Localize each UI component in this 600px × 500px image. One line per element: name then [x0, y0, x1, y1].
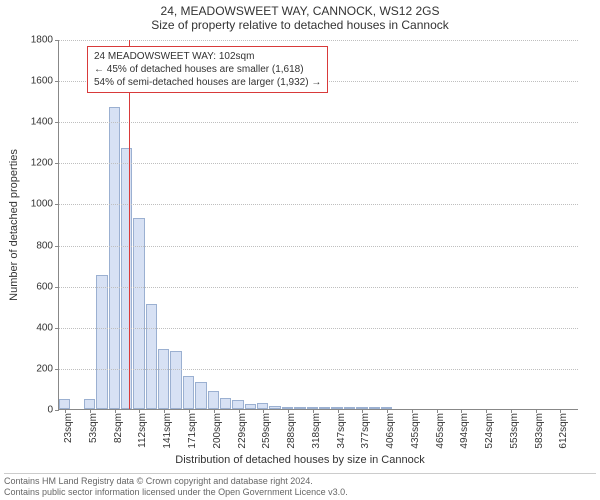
ytick-mark	[55, 410, 59, 411]
histogram-bar	[369, 407, 380, 409]
plot-area: 02004006008001000120014001600180023sqm53…	[58, 40, 578, 410]
xtick-label: 406sqm	[385, 413, 396, 449]
ytick-mark	[55, 328, 59, 329]
xtick-label: 53sqm	[88, 413, 99, 443]
xtick-label: 347sqm	[336, 413, 347, 449]
xtick-label: 612sqm	[558, 413, 569, 449]
histogram-bar	[96, 275, 107, 409]
gridline-h	[59, 369, 578, 370]
ytick-label: 1600	[31, 76, 53, 87]
ytick-mark	[55, 163, 59, 164]
x-axis-label: Distribution of detached houses by size …	[0, 454, 600, 466]
xtick-label: 200sqm	[212, 413, 223, 449]
marker-line	[129, 40, 130, 409]
title-sub: Size of property relative to detached ho…	[0, 18, 600, 34]
xtick-label: 494sqm	[459, 413, 470, 449]
ytick-label: 1000	[31, 199, 53, 210]
xtick-label: 465sqm	[435, 413, 446, 449]
ytick-label: 600	[36, 281, 53, 292]
xtick-label: 583sqm	[534, 413, 545, 449]
xtick-label: 112sqm	[137, 413, 148, 448]
chart-container: 24, MEADOWSWEET WAY, CANNOCK, WS12 2GS S…	[0, 0, 600, 500]
histogram-bar	[245, 404, 256, 409]
xtick-label: 524sqm	[484, 413, 495, 449]
histogram-bar	[195, 382, 206, 409]
footer-line-1: Contains HM Land Registry data © Crown c…	[4, 476, 596, 487]
ytick-mark	[55, 81, 59, 82]
ytick-label: 0	[47, 405, 53, 416]
gridline-h	[59, 40, 578, 41]
xtick-label: 171sqm	[187, 413, 198, 449]
ytick-mark	[55, 246, 59, 247]
ytick-mark	[55, 369, 59, 370]
gridline-h	[59, 246, 578, 247]
annotation-line: 24 MEADOWSWEET WAY: 102sqm	[94, 50, 321, 63]
histogram-bar	[59, 399, 70, 409]
ytick-label: 1200	[31, 158, 53, 169]
xtick-label: 377sqm	[360, 413, 371, 449]
ytick-mark	[55, 204, 59, 205]
ytick-mark	[55, 287, 59, 288]
xtick-label: 259sqm	[261, 413, 272, 449]
ytick-mark	[55, 40, 59, 41]
histogram-bar	[158, 349, 169, 409]
gridline-h	[59, 328, 578, 329]
histogram-bar	[344, 407, 355, 409]
gridline-h	[59, 163, 578, 164]
y-axis-label: Number of detached properties	[8, 149, 20, 301]
footer: Contains HM Land Registry data © Crown c…	[4, 473, 596, 498]
annotation-line: 54% of semi-detached houses are larger (…	[94, 76, 321, 89]
xtick-label: 318sqm	[311, 413, 322, 449]
histogram-bar	[170, 351, 181, 409]
footer-line-2: Contains public sector information licen…	[4, 487, 596, 498]
xtick-label: 229sqm	[237, 413, 248, 449]
ytick-label: 1400	[31, 117, 53, 128]
histogram-bar	[183, 376, 194, 409]
bars-layer	[59, 40, 578, 409]
annotation-line: ← 45% of detached houses are smaller (1,…	[94, 63, 321, 76]
histogram-bar	[109, 107, 120, 409]
ytick-label: 1800	[31, 35, 53, 46]
histogram-bar	[319, 407, 330, 409]
xtick-label: 141sqm	[162, 413, 173, 449]
histogram-bar	[232, 400, 243, 409]
title-main: 24, MEADOWSWEET WAY, CANNOCK, WS12 2GS	[0, 0, 600, 18]
histogram-bar	[146, 304, 157, 409]
xtick-label: 435sqm	[410, 413, 421, 449]
ytick-label: 800	[36, 240, 53, 251]
gridline-h	[59, 287, 578, 288]
xtick-label: 23sqm	[63, 413, 74, 443]
xtick-label: 288sqm	[286, 413, 297, 449]
gridline-h	[59, 122, 578, 123]
xtick-label: 553sqm	[509, 413, 520, 449]
histogram-bar	[208, 391, 219, 410]
histogram-bar	[269, 406, 280, 409]
histogram-bar	[220, 398, 231, 409]
histogram-bar	[84, 399, 95, 409]
xtick-label: 82sqm	[113, 413, 124, 443]
gridline-h	[59, 204, 578, 205]
histogram-bar	[294, 407, 305, 409]
ytick-label: 400	[36, 322, 53, 333]
annotation-box: 24 MEADOWSWEET WAY: 102sqm← 45% of detac…	[87, 46, 328, 93]
ytick-label: 200	[36, 363, 53, 374]
ytick-mark	[55, 122, 59, 123]
